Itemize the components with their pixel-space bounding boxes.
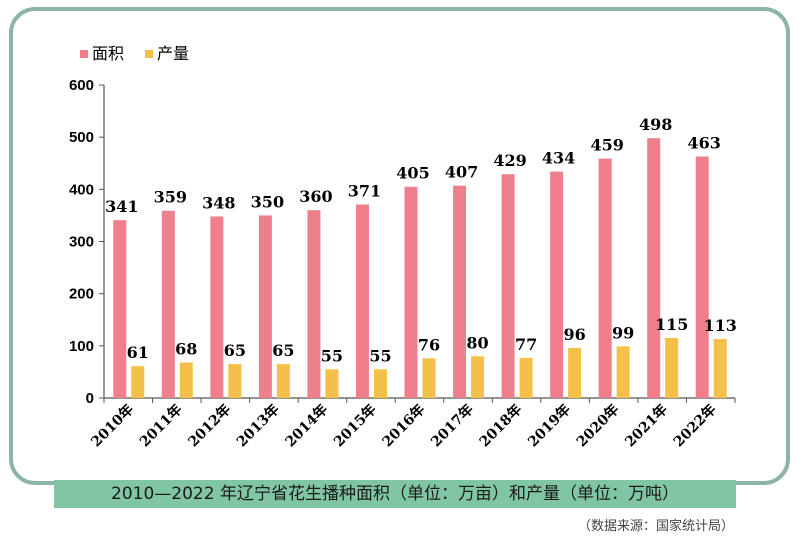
data-label-area: 359 bbox=[154, 188, 187, 207]
x-tick-label: 2012年 bbox=[185, 401, 234, 450]
x-tick-label: 2019年 bbox=[524, 401, 573, 450]
bar-area-2013年 bbox=[258, 215, 272, 398]
bar-production-2020年 bbox=[616, 346, 630, 398]
data-label-area: 405 bbox=[396, 164, 429, 183]
y-tick-label: 600 bbox=[69, 77, 94, 94]
legend-swatch-area bbox=[80, 50, 88, 58]
data-label-production: 55 bbox=[321, 346, 343, 365]
bar-area-2019年 bbox=[550, 171, 564, 398]
bar-area-2010年 bbox=[113, 220, 127, 398]
bar-area-2021年 bbox=[647, 138, 661, 398]
x-tick-label: 2013年 bbox=[233, 401, 282, 450]
x-tick-label: 2018年 bbox=[476, 401, 525, 450]
y-tick-label: 300 bbox=[69, 234, 94, 251]
data-label-production: 65 bbox=[272, 341, 294, 360]
data-label-production: 61 bbox=[127, 343, 149, 362]
data-label-area: 434 bbox=[542, 149, 575, 168]
data-label-area: 348 bbox=[202, 193, 235, 212]
bar-production-2015年 bbox=[373, 369, 387, 398]
y-tick-label: 100 bbox=[69, 338, 94, 355]
data-label-area: 407 bbox=[445, 163, 478, 182]
data-label-production: 55 bbox=[369, 346, 391, 365]
x-tick-label: 2020年 bbox=[573, 401, 622, 450]
data-label-area: 498 bbox=[639, 115, 672, 134]
data-label-production: 65 bbox=[224, 341, 246, 360]
data-source: （数据来源：国家统计局） bbox=[577, 519, 734, 534]
bar-production-2021年 bbox=[665, 338, 679, 398]
bar-area-2018年 bbox=[501, 174, 515, 398]
legend-swatch-production bbox=[145, 50, 153, 58]
legend-label-production: 产量 bbox=[157, 44, 189, 63]
data-label-production: 115 bbox=[655, 315, 688, 334]
bar-production-2017年 bbox=[471, 356, 485, 398]
legend-label-area: 面积 bbox=[92, 44, 124, 63]
data-label-production: 68 bbox=[175, 340, 197, 359]
data-label-production: 76 bbox=[418, 335, 440, 354]
bar-production-2022年 bbox=[713, 339, 727, 398]
bar-production-2014年 bbox=[325, 369, 339, 398]
data-label-area: 429 bbox=[493, 151, 526, 170]
data-label-production: 113 bbox=[704, 316, 737, 335]
bar-area-2017年 bbox=[453, 185, 467, 398]
data-label-area: 350 bbox=[251, 192, 284, 211]
data-label-area: 360 bbox=[299, 187, 332, 206]
y-tick-label: 0 bbox=[86, 390, 94, 407]
data-label-production: 99 bbox=[612, 323, 634, 342]
chart-title: 2010—2022 年辽宁省花生播种面积（单位：万亩）和产量（单位：万吨） bbox=[54, 480, 736, 508]
bar-production-2010年 bbox=[131, 366, 145, 398]
x-tick-label: 2022年 bbox=[670, 401, 719, 450]
x-tick-label: 2016年 bbox=[379, 401, 428, 450]
bar-area-2012年 bbox=[210, 216, 224, 398]
bar-area-2015年 bbox=[355, 204, 369, 398]
data-label-area: 371 bbox=[348, 181, 381, 200]
y-tick-label: 200 bbox=[69, 286, 94, 303]
data-label-area: 463 bbox=[688, 133, 721, 152]
bar-production-2012年 bbox=[228, 364, 242, 398]
bar-area-2022年 bbox=[695, 156, 709, 398]
data-label-production: 80 bbox=[466, 333, 488, 352]
bar-production-2011年 bbox=[179, 362, 193, 398]
bar-area-2011年 bbox=[161, 210, 175, 398]
y-tick-label: 400 bbox=[69, 181, 94, 198]
data-label-production: 77 bbox=[515, 335, 537, 354]
data-label-area: 459 bbox=[590, 136, 623, 155]
bar-production-2018年 bbox=[519, 357, 533, 398]
bar-production-2016年 bbox=[422, 358, 436, 398]
x-tick-label: 2015年 bbox=[330, 401, 379, 450]
bar-area-2020年 bbox=[598, 158, 612, 398]
bar-area-2016年 bbox=[404, 186, 418, 398]
x-tick-label: 2010年 bbox=[88, 401, 137, 450]
bar-area-2014年 bbox=[307, 210, 321, 398]
x-tick-label: 2014年 bbox=[282, 401, 331, 450]
x-tick-label: 2021年 bbox=[622, 401, 671, 450]
y-tick-label: 500 bbox=[69, 129, 94, 146]
data-label-area: 341 bbox=[105, 197, 138, 216]
bar-production-2019年 bbox=[568, 347, 582, 398]
data-label-production: 96 bbox=[563, 325, 585, 344]
x-tick-label: 2017年 bbox=[427, 401, 476, 450]
x-tick-label: 2011年 bbox=[136, 401, 185, 450]
bar-production-2013年 bbox=[276, 364, 290, 398]
